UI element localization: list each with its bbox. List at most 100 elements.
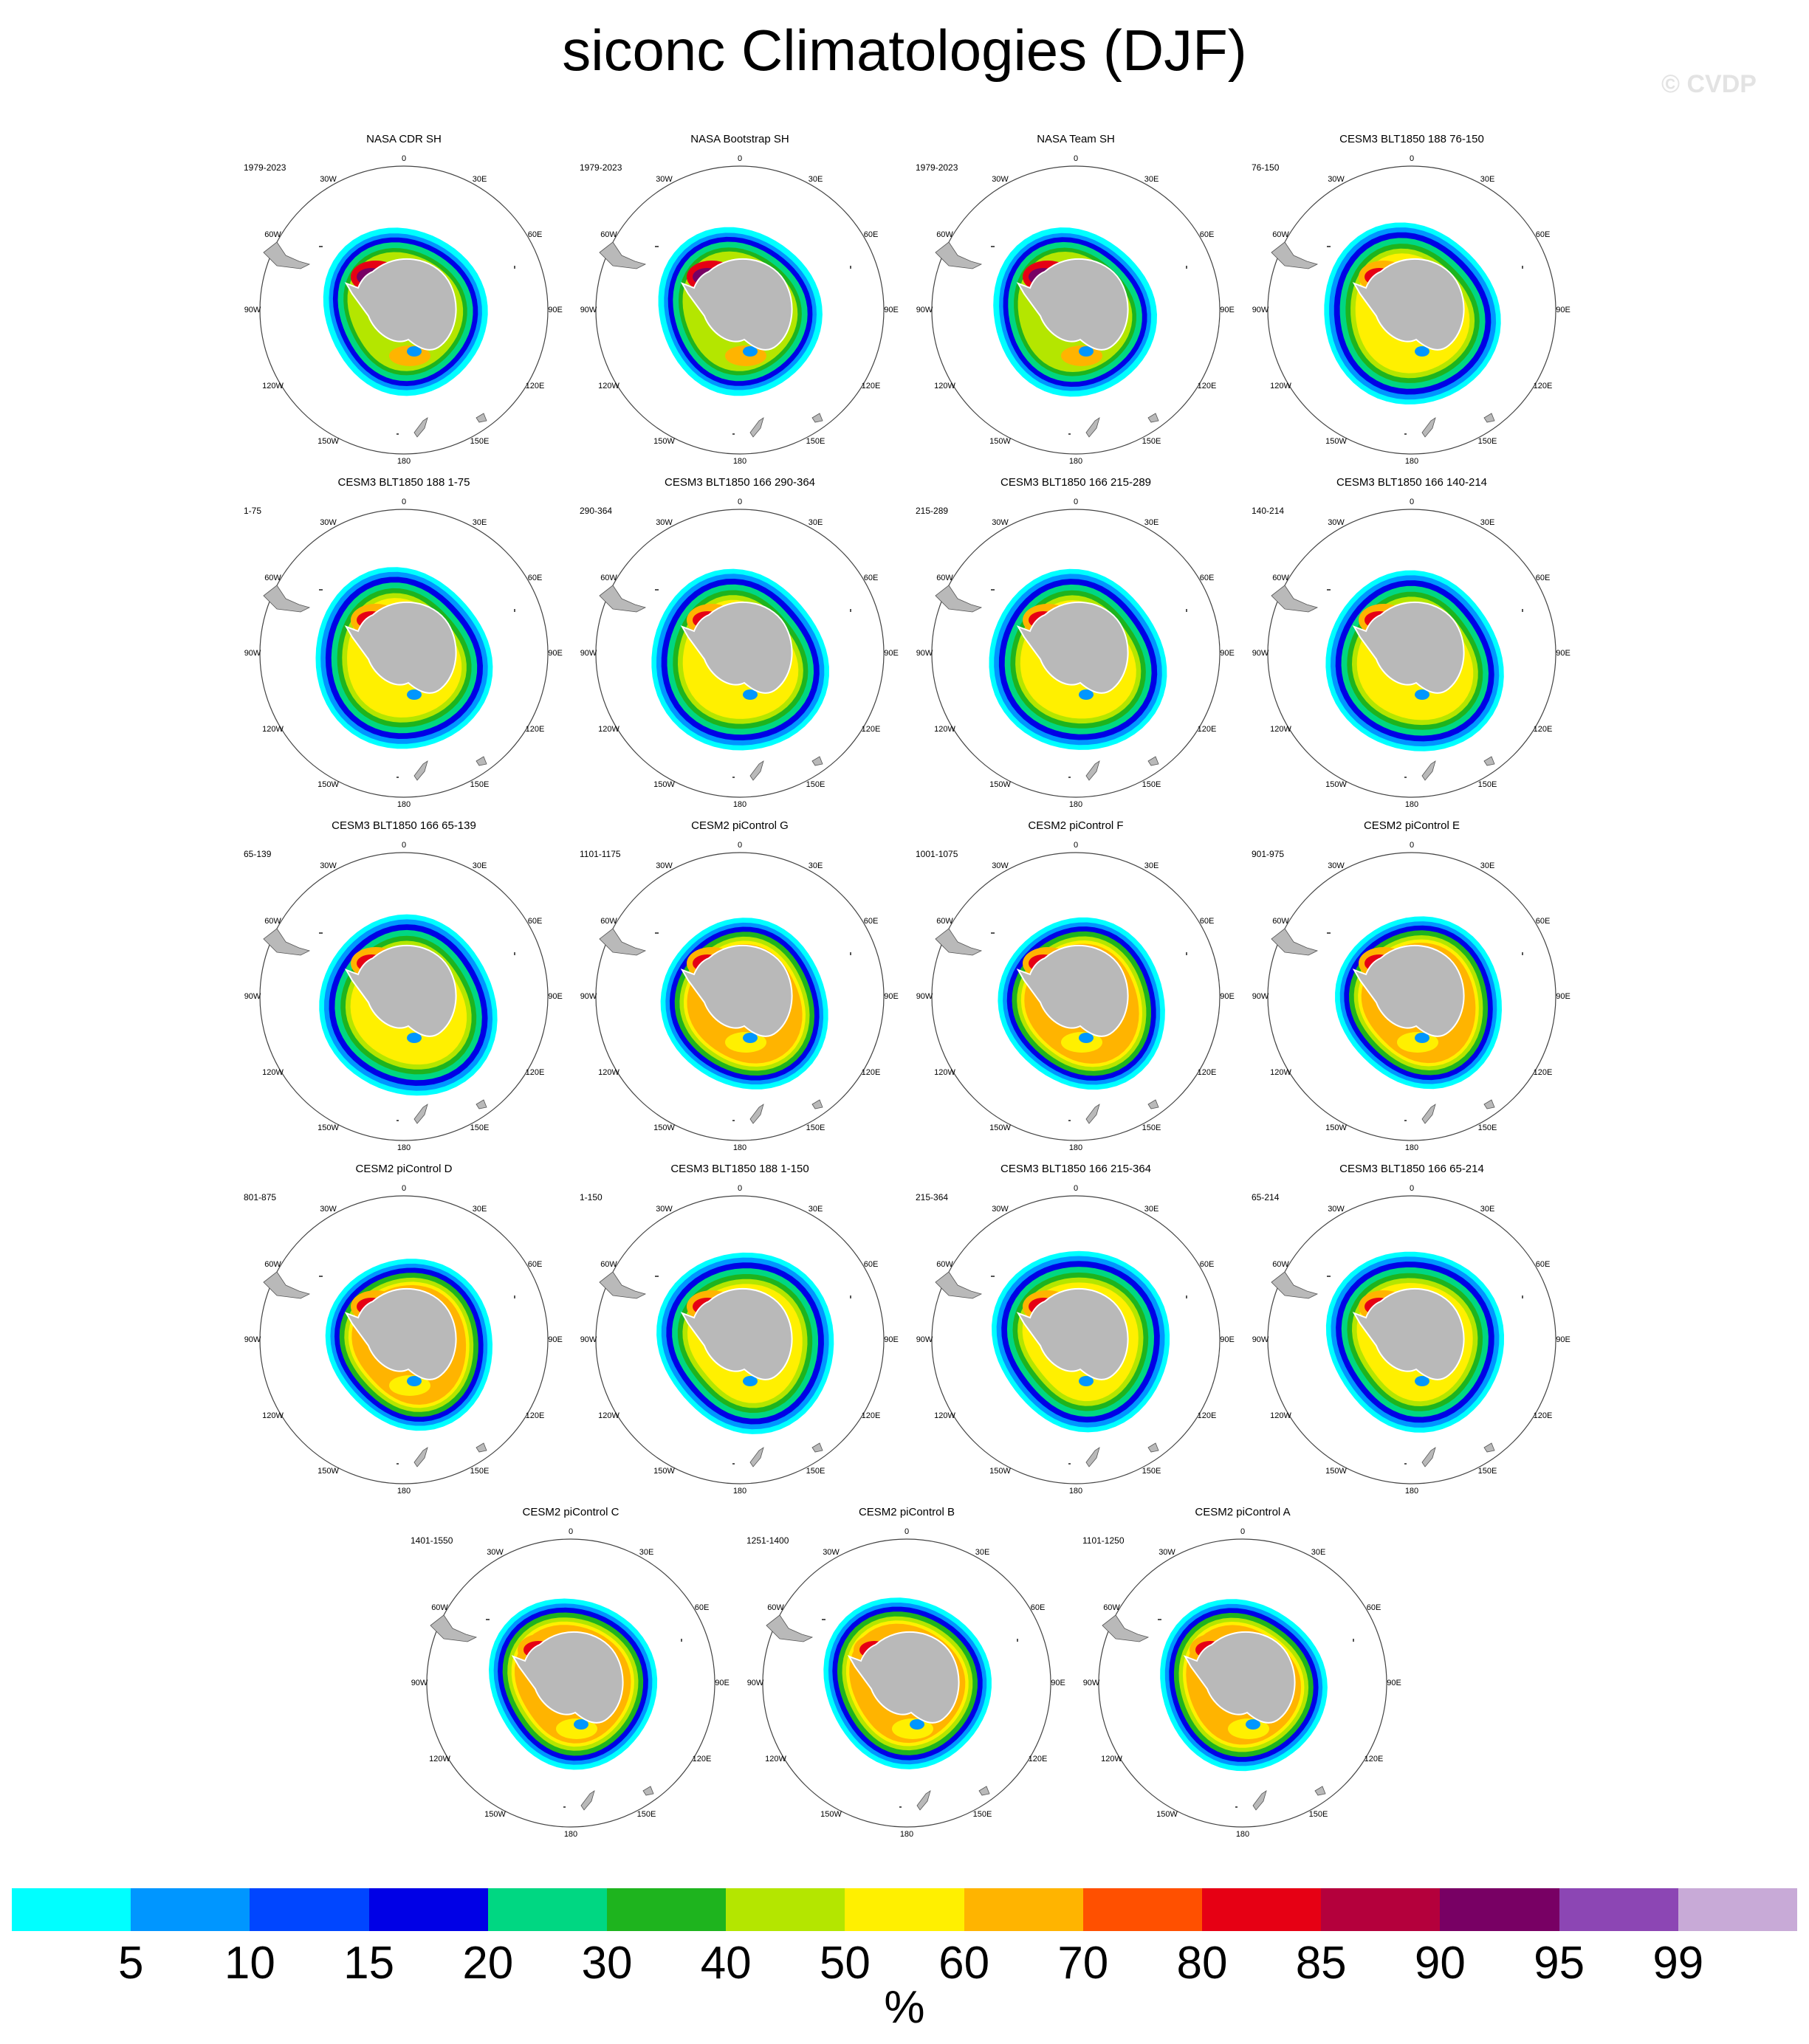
new-zealand-landmass <box>1085 1447 1100 1467</box>
longitude-label: 120E <box>525 724 545 734</box>
south-america-landmass <box>766 1614 814 1642</box>
longitude-label: 60W <box>600 573 617 582</box>
panel-title: CESM2 piControl C <box>522 1506 619 1518</box>
antarctica-landmass <box>680 258 793 351</box>
longitude-label: 30E <box>1480 861 1495 870</box>
longitude-label: 90E <box>1220 992 1235 1001</box>
map-panel: CESM2 piControl G 1101-1175 0 30E 60E 90E 120E… <box>574 819 906 1160</box>
colorbar-swatch <box>12 1888 131 1931</box>
ross-sea-polynya <box>407 1376 422 1386</box>
panel-years: 1-75 <box>244 506 262 516</box>
map-panel: CESM3 BLT1850 188 1-75 1-75 0 30E 60E 90E 120E… <box>238 476 570 817</box>
kerguelen-island <box>1522 1295 1523 1298</box>
map-panel: CESM3 BLT1850 166 215-289 215-289 0 30E 60E 9… <box>910 476 1242 817</box>
kerguelen-island <box>1186 952 1187 955</box>
longitude-label: 150E <box>1142 436 1161 446</box>
longitude-label: 60E <box>1199 230 1215 239</box>
longitude-label: 0 <box>1409 498 1415 506</box>
longitude-label: 30W <box>320 1204 337 1214</box>
colorbar-swatch <box>487 1888 608 1931</box>
longitude-label: 120W <box>598 724 619 734</box>
new-zealand-landmass <box>1421 1104 1436 1124</box>
polar-stereo-map <box>595 509 885 798</box>
tasmania-landmass <box>1314 1786 1326 1796</box>
longitude-label: 60E <box>863 230 879 239</box>
polar-stereo-map <box>1267 852 1556 1141</box>
longitude-label: 60W <box>600 230 617 239</box>
longitude-label: 90W <box>916 649 933 658</box>
longitude-label: 30W <box>656 861 673 870</box>
south-america-landmass <box>599 928 647 956</box>
longitude-label: 120E <box>692 1754 712 1763</box>
longitude-label: 60W <box>936 1259 953 1269</box>
longitude-label: 90W <box>580 306 597 314</box>
south-america-landmass <box>935 241 983 269</box>
panel-years: 65-139 <box>244 849 272 859</box>
tasmania-landmass <box>476 756 487 766</box>
colorbar-swatch <box>607 1888 727 1931</box>
longitude-label: 150E <box>806 1123 825 1132</box>
longitude-label: 30W <box>1158 1547 1175 1557</box>
south-georgia-island <box>1327 589 1331 591</box>
longitude-label: 150E <box>1142 1466 1161 1476</box>
longitude-label: 30W <box>656 174 673 184</box>
tasmania-landmass <box>476 1442 487 1453</box>
panel-years: 1979-2023 <box>916 162 958 173</box>
south-america-landmass <box>430 1614 478 1642</box>
longitude-label: 120E <box>1197 381 1217 390</box>
panel-years: 1251-1400 <box>746 1535 789 1546</box>
colorbar-swatch <box>1321 1888 1441 1931</box>
longitude-label: 30E <box>1480 1204 1495 1214</box>
macquarie-island <box>1404 433 1407 435</box>
map-panel: CESM3 BLT1850 166 290-364 290-364 0 30E 60E 9… <box>574 476 906 817</box>
south-georgia-island <box>1327 932 1331 934</box>
south-georgia-island <box>655 589 659 591</box>
ross-sea-polynya <box>743 346 758 357</box>
longitude-label: 0 <box>401 1184 407 1193</box>
longitude-label: 30W <box>992 861 1009 870</box>
longitude-label: 30E <box>808 517 823 527</box>
longitude-label: 120E <box>1028 1754 1048 1763</box>
ross-sea-polynya <box>743 1376 758 1386</box>
kerguelen-island <box>514 266 515 269</box>
colorbar-swatch <box>250 1888 369 1931</box>
longitude-label: 150E <box>1142 780 1161 789</box>
antarctica-landmass <box>344 944 457 1037</box>
tasmania-landmass <box>811 756 823 766</box>
longitude-label: 180 <box>397 1143 411 1152</box>
longitude-label: 120E <box>861 1067 881 1077</box>
polar-stereo-map <box>595 165 885 455</box>
kerguelen-island <box>1522 952 1523 955</box>
longitude-label: 30E <box>639 1547 654 1557</box>
tasmania-landmass <box>1147 756 1159 766</box>
polar-stereo-map <box>931 509 1221 798</box>
south-georgia-island <box>655 246 659 247</box>
colorbar-tick-label: 10 <box>224 1938 275 1989</box>
longitude-label: 30W <box>487 1547 504 1557</box>
kerguelen-island <box>514 952 515 955</box>
antarctica-landmass <box>1352 258 1465 351</box>
colorbar-tick-label: 20 <box>462 1938 514 1989</box>
ross-sea-polynya <box>1079 346 1094 357</box>
macquarie-island <box>732 777 735 778</box>
longitude-label: 150E <box>470 1123 490 1132</box>
longitude-label: 120E <box>1533 1411 1553 1420</box>
colorbar-tick-label: 5 <box>117 1938 144 1989</box>
south-georgia-island <box>486 1619 490 1620</box>
macquarie-island <box>397 433 399 435</box>
macquarie-island <box>397 1463 399 1465</box>
longitude-label: 30E <box>1144 517 1159 527</box>
antarctica-landmass <box>1016 258 1129 351</box>
longitude-label: 180 <box>397 800 411 809</box>
longitude-label: 120E <box>861 1411 881 1420</box>
longitude-label: 60E <box>1535 573 1551 582</box>
ross-sea-polynya <box>1079 1376 1094 1386</box>
longitude-label: 90E <box>548 649 563 658</box>
longitude-label: 60W <box>264 916 281 926</box>
longitude-label: 120E <box>1197 1067 1217 1077</box>
longitude-label: 30W <box>1328 174 1345 184</box>
map-panel: CESM2 piControl C 1401-1550 0 30E 60E 90E 120E… <box>405 1506 737 1847</box>
kerguelen-island <box>514 609 515 612</box>
new-zealand-landmass <box>749 1447 764 1467</box>
polar-stereo-map <box>259 165 549 455</box>
